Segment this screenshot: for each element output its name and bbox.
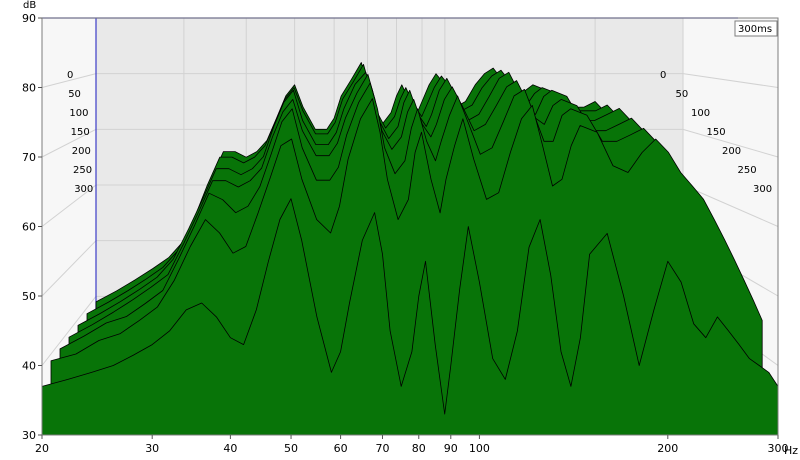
x-axis-unit-label: Hz: [784, 444, 798, 457]
depth-label-right: 50: [676, 89, 689, 100]
x-tick-label: 50: [284, 442, 298, 455]
y-tick-label: 70: [22, 151, 36, 164]
x-tick-label: 30: [145, 442, 159, 455]
x-tick-label: 90: [444, 442, 458, 455]
depth-label-left: 0: [67, 70, 73, 81]
x-tick-label: 70: [375, 442, 389, 455]
side-gridline-left: [41, 240, 97, 297]
side-gridline-left: [41, 296, 97, 366]
slice-layer: [41, 62, 779, 436]
y-axis-unit-label: dB: [23, 0, 36, 11]
x-tick-label: 200: [657, 442, 678, 455]
side-gridline-left: [41, 73, 97, 88]
y-tick-label: 60: [22, 221, 36, 234]
depth-label-left: 300: [74, 184, 93, 195]
x-tick-label: 40: [223, 442, 237, 455]
depth-label-left: 200: [72, 146, 91, 157]
depth-label-right: 200: [722, 146, 741, 157]
depth-label-right: 100: [691, 108, 710, 119]
depth-label-right: 0: [660, 70, 666, 81]
y-tick-label: 40: [22, 360, 36, 373]
depth-label-left: 150: [71, 127, 90, 138]
y-tick-label: 30: [22, 429, 36, 442]
depth-label-left: 50: [68, 89, 81, 100]
y-tick-label: 90: [22, 12, 36, 25]
depth-unit-label: 300ms: [738, 24, 772, 35]
depth-label-right: 250: [738, 165, 757, 176]
x-tick-label: 100: [469, 442, 490, 455]
side-gridline-right: [682, 128, 779, 158]
side-gridline-right: [682, 73, 779, 88]
x-tick-label: 80: [412, 442, 426, 455]
side-gridline-left: [41, 184, 97, 227]
y-tick-label: 50: [22, 290, 36, 303]
depth-label-left: 100: [69, 108, 88, 119]
x-tick-label: 60: [334, 442, 348, 455]
side-gridline-left: [41, 128, 97, 158]
slice-0: [41, 198, 779, 436]
depth-unit-box: 300ms: [734, 20, 778, 37]
x-tick-label: 20: [35, 442, 49, 455]
depth-label-right: 300: [753, 184, 772, 195]
y-tick-label: 80: [22, 82, 36, 95]
depth-label-left: 250: [73, 165, 92, 176]
side-gridline-right: [682, 184, 779, 227]
x-tick-label: 300: [768, 442, 789, 455]
depth-label-right: 150: [707, 127, 726, 138]
